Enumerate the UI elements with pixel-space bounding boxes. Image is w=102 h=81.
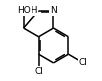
Text: HO: HO: [17, 6, 30, 15]
Text: NH: NH: [24, 6, 37, 15]
Text: N: N: [50, 6, 57, 15]
Text: Cl: Cl: [79, 58, 88, 67]
Text: Cl: Cl: [34, 67, 43, 76]
